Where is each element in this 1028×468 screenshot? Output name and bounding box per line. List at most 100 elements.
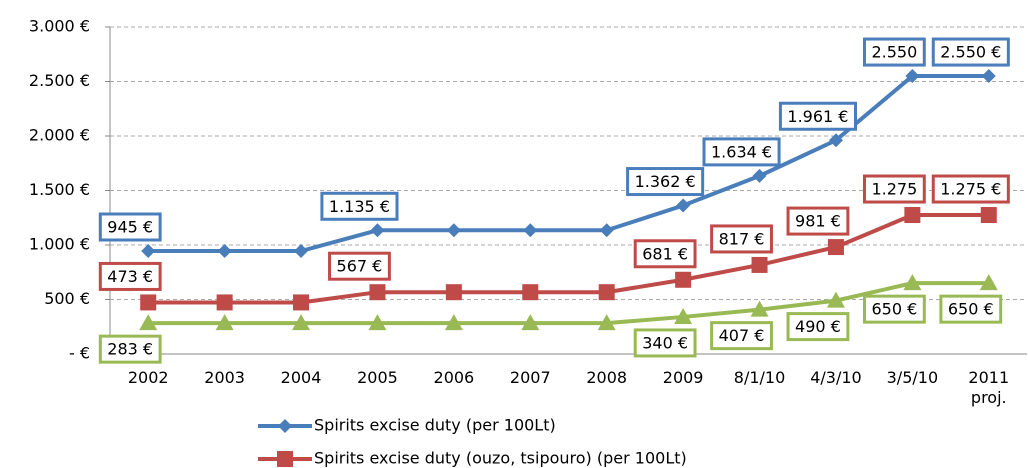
data-label: 945 € [98, 212, 162, 242]
marker [446, 223, 461, 238]
data-label-box [862, 37, 926, 67]
y-tick-label: 3.000 € [29, 17, 90, 36]
data-label-box [702, 137, 781, 167]
x-tick-label: 2002 [127, 368, 169, 387]
marker [217, 243, 232, 258]
data-label-box [633, 239, 697, 269]
data-label: 490 € [786, 312, 850, 342]
data-label-text: 340 € [642, 333, 688, 352]
data-label: 650 € [862, 294, 926, 324]
data-label: 681 € [633, 239, 697, 269]
series-line [148, 213, 989, 305]
x-tick-label: 2006 [433, 368, 475, 387]
marker [141, 243, 156, 258]
marker [904, 207, 921, 224]
data-label-box [931, 174, 1010, 204]
y-tick-label: - € [69, 344, 90, 363]
marker [216, 294, 233, 311]
x-tick-label: 2007 [509, 368, 551, 387]
x-tick-label: 2004 [280, 368, 322, 387]
marker [294, 243, 309, 258]
marker [828, 133, 843, 148]
marker [980, 207, 997, 224]
x-tick-label: 8/1/10 [733, 368, 786, 387]
y-tick-label: 1.500 € [29, 180, 90, 199]
data-label: 650 € [939, 294, 1003, 324]
marker [903, 274, 922, 291]
data-label: 1.135 € [320, 191, 399, 221]
x-tick-label: 2008 [586, 368, 628, 387]
data-label: 407 € [710, 321, 773, 351]
data-label: 473 € [98, 261, 162, 291]
data-label-box [710, 224, 773, 254]
data-label: 1.634 € [702, 137, 781, 167]
y-tick-label: 500 € [44, 289, 90, 308]
data-label-text: 1.275 [871, 180, 917, 199]
marker [444, 314, 463, 331]
x-tick-label: 4/3/10 [810, 368, 862, 387]
data-label: 567 € [328, 251, 391, 281]
marker [445, 284, 462, 301]
x-tick-label: 2009 [662, 368, 704, 387]
marker [674, 307, 693, 324]
marker [277, 451, 293, 467]
marker [676, 198, 691, 213]
data-label-text: 681 € [642, 244, 688, 263]
data-label-text: 283 € [107, 340, 153, 359]
data-label-box [626, 167, 705, 197]
marker [981, 69, 996, 84]
data-label: 1.275 [862, 174, 926, 204]
data-label-text: 2.550 [871, 43, 917, 62]
series-line [148, 74, 989, 253]
data-label: 1.275 € [931, 174, 1010, 204]
x-tick-label: 2005 [357, 368, 398, 387]
data-label-box [786, 206, 850, 236]
series-line [148, 281, 989, 326]
data-label-box [931, 37, 1010, 67]
data-label-box [328, 251, 391, 281]
marker [293, 294, 310, 311]
marker [979, 274, 998, 291]
data-label: 1.961 € [778, 101, 857, 131]
y-tick-label: 2.500 € [29, 71, 90, 90]
legend-label: Spirits excise duty (per 100Lt) [314, 416, 556, 435]
data-label: 2.550 € [931, 37, 1010, 67]
marker [523, 223, 538, 238]
data-label-text: 407 € [719, 326, 765, 345]
marker [140, 294, 157, 311]
data-label-box [98, 212, 162, 242]
data-label-box [320, 191, 399, 221]
data-label-box [786, 312, 850, 342]
data-label: 283 € [98, 334, 162, 364]
x-tick-label: 3/5/10 [886, 368, 939, 387]
data-label-text: 650 € [871, 300, 917, 319]
data-label-text: 1.135 € [329, 197, 390, 216]
y-tick-label: 2.000 € [29, 126, 90, 145]
data-label-text: 981 € [795, 212, 841, 231]
data-label-text: 1.275 € [940, 180, 1001, 199]
data-label-box [633, 328, 697, 358]
marker [139, 314, 158, 331]
data-label-text: 1.634 € [711, 142, 772, 161]
marker [598, 284, 615, 301]
marker [369, 284, 386, 301]
legend-label: Spirits excise duty (ouzo, tsipouro) (pe… [314, 449, 687, 468]
marker [368, 314, 387, 331]
data-label-text: 2.550 € [940, 43, 1001, 62]
data-label-box [98, 334, 162, 364]
x-tick-label: 2011 proj. [968, 368, 1010, 407]
marker [522, 284, 539, 301]
data-label-box [98, 261, 162, 291]
marker [750, 300, 769, 317]
data-label-text: 945 € [107, 217, 153, 236]
data-label-text: 1.362 € [635, 172, 696, 191]
data-label: 2.550 [862, 37, 926, 67]
data-label-text: 817 € [719, 229, 765, 248]
marker [278, 419, 292, 433]
data-label-box [862, 174, 926, 204]
marker [826, 291, 845, 308]
data-label-text: 567 € [337, 257, 383, 276]
data-label-box [778, 101, 857, 131]
data-label: 1.362 € [626, 167, 705, 197]
